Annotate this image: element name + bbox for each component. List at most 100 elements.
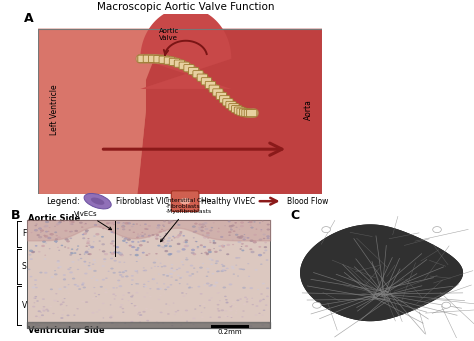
Ellipse shape [221,246,225,248]
Ellipse shape [218,228,219,229]
PathPatch shape [38,50,166,194]
Ellipse shape [248,221,253,223]
Ellipse shape [162,322,164,324]
Ellipse shape [171,239,173,241]
Ellipse shape [38,316,41,318]
Text: Aortic
Valve: Aortic Valve [159,28,179,41]
Ellipse shape [93,270,97,272]
Ellipse shape [58,266,62,268]
Ellipse shape [195,326,197,327]
Ellipse shape [121,271,125,273]
Ellipse shape [139,244,143,247]
Ellipse shape [182,248,186,251]
Ellipse shape [204,252,208,254]
Ellipse shape [47,237,52,239]
Ellipse shape [70,252,74,254]
Ellipse shape [163,226,165,227]
Ellipse shape [93,276,95,277]
Ellipse shape [255,314,257,316]
Ellipse shape [121,276,124,278]
Ellipse shape [228,221,231,222]
Ellipse shape [50,288,53,290]
Ellipse shape [134,247,136,248]
Ellipse shape [81,226,83,228]
Ellipse shape [119,274,122,276]
Ellipse shape [157,323,159,324]
Ellipse shape [82,301,84,302]
Ellipse shape [112,294,115,295]
Ellipse shape [139,311,141,312]
Ellipse shape [151,267,153,269]
Ellipse shape [37,310,41,312]
Ellipse shape [121,225,125,227]
Ellipse shape [181,324,182,326]
Text: A: A [24,12,33,25]
Ellipse shape [243,238,246,240]
Ellipse shape [145,308,148,310]
Ellipse shape [193,268,195,269]
Ellipse shape [170,284,172,285]
Ellipse shape [173,237,176,238]
Ellipse shape [169,273,172,274]
Ellipse shape [165,233,168,235]
Ellipse shape [40,309,43,311]
Ellipse shape [56,261,60,263]
Ellipse shape [30,276,32,277]
Ellipse shape [108,271,109,272]
Ellipse shape [166,286,170,288]
Ellipse shape [101,236,104,238]
Ellipse shape [267,308,268,309]
Ellipse shape [127,238,131,241]
Ellipse shape [136,292,138,294]
Ellipse shape [83,261,86,263]
FancyBboxPatch shape [179,62,190,69]
Ellipse shape [60,305,62,306]
Ellipse shape [79,254,81,255]
Ellipse shape [155,259,157,260]
Ellipse shape [109,316,112,318]
Ellipse shape [201,229,204,232]
Ellipse shape [213,248,215,249]
Ellipse shape [157,244,161,247]
Ellipse shape [137,235,141,237]
Ellipse shape [36,300,39,302]
FancyBboxPatch shape [169,58,180,65]
Ellipse shape [110,252,115,255]
Ellipse shape [160,246,162,247]
Ellipse shape [208,251,212,253]
Text: Macroscopic Aortic Valve Function: Macroscopic Aortic Valve Function [97,2,274,12]
Ellipse shape [169,245,172,247]
Ellipse shape [233,273,235,275]
Ellipse shape [159,231,162,233]
Ellipse shape [149,296,152,297]
Ellipse shape [71,223,73,225]
Ellipse shape [131,246,135,248]
Ellipse shape [57,260,60,262]
Ellipse shape [136,223,138,225]
Ellipse shape [222,265,225,267]
Ellipse shape [179,277,182,279]
Ellipse shape [164,245,168,247]
Ellipse shape [237,236,241,238]
Ellipse shape [71,221,75,223]
Ellipse shape [227,316,228,317]
Ellipse shape [242,236,246,238]
Ellipse shape [44,226,46,227]
Ellipse shape [82,282,85,284]
Ellipse shape [229,315,233,317]
Ellipse shape [230,228,232,229]
Ellipse shape [135,283,138,284]
Ellipse shape [116,287,118,288]
Ellipse shape [36,296,37,297]
Ellipse shape [91,278,93,279]
Ellipse shape [164,289,167,290]
Ellipse shape [43,235,46,236]
Ellipse shape [235,234,238,236]
Ellipse shape [234,222,237,224]
Ellipse shape [118,252,123,254]
Ellipse shape [66,240,70,242]
Ellipse shape [61,303,64,305]
Ellipse shape [28,304,30,305]
Ellipse shape [133,232,135,233]
Ellipse shape [244,234,245,235]
